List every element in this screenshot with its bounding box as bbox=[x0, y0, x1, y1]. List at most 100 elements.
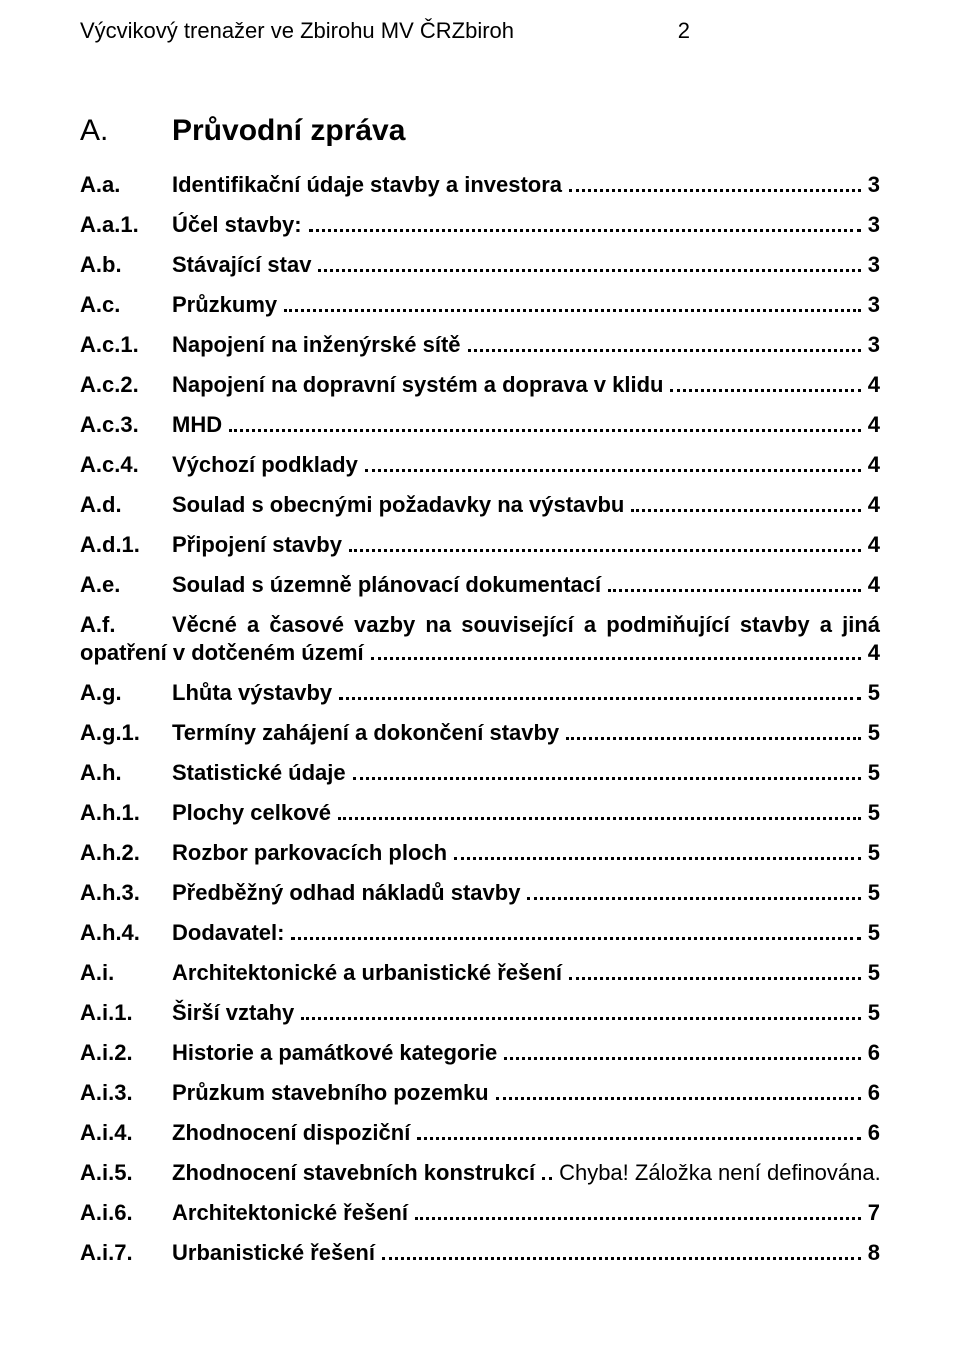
toc-label: opatření v dotčeném území bbox=[80, 642, 364, 664]
toc-entry-line1: A.f.Věcné a časové vazby na související … bbox=[80, 614, 880, 636]
toc-label: Architektonické a urbanistické řešení bbox=[172, 962, 562, 984]
toc-label: Zhodnocení dispoziční bbox=[172, 1122, 410, 1144]
toc-label: Statistické údaje bbox=[172, 762, 346, 784]
toc-leader-dots bbox=[415, 1217, 861, 1220]
toc-leader-dots bbox=[229, 429, 861, 432]
toc-number: A.a.1. bbox=[80, 214, 172, 236]
toc-label: Identifikační údaje stavby a investora bbox=[172, 174, 562, 196]
toc-label: Širší vztahy bbox=[172, 1002, 294, 1024]
toc-leader-dots bbox=[353, 777, 861, 780]
toc-page: 3 bbox=[868, 174, 880, 196]
toc-entry: A.i.5.Zhodnocení stavebních konstrukcí Ch… bbox=[80, 1162, 880, 1184]
toc-page: 5 bbox=[868, 682, 880, 704]
toc-entry: A.a.Identifikační údaje stavby a investo… bbox=[80, 174, 880, 196]
toc-page: 5 bbox=[868, 722, 880, 744]
toc-page: 4 bbox=[868, 534, 880, 556]
toc-number: A.i.5. bbox=[80, 1162, 172, 1184]
toc-number: A.c.4. bbox=[80, 454, 172, 476]
toc-leader-dots bbox=[309, 229, 861, 232]
main-heading-text: Průvodní zpráva bbox=[172, 114, 405, 148]
page-header: Výcvikový trenažer ve Zbirohu MV ČRZbiro… bbox=[80, 18, 880, 44]
toc-entry: A.e.Soulad s územně plánovací dokumentac… bbox=[80, 574, 880, 596]
toc-label: Předběžný odhad nákladů stavby bbox=[172, 882, 520, 904]
toc-leader-dots bbox=[496, 1097, 861, 1100]
toc-number: A.i.6. bbox=[80, 1202, 172, 1224]
toc-number: A.i.3. bbox=[80, 1082, 172, 1104]
toc-number: A.f. bbox=[80, 614, 172, 636]
toc-page: 4 bbox=[868, 374, 880, 396]
toc-number: A.d.1. bbox=[80, 534, 172, 556]
toc-page: 5 bbox=[868, 962, 880, 984]
toc-leader-dots bbox=[670, 389, 860, 392]
toc-entry: A.h.4.Dodavatel: 5 bbox=[80, 922, 880, 944]
toc-label: Průzkumy bbox=[172, 294, 277, 316]
toc-page: 6 bbox=[868, 1122, 880, 1144]
toc-page: 5 bbox=[868, 1002, 880, 1024]
toc-entry: A.i.4.Zhodnocení dispoziční 6 bbox=[80, 1122, 880, 1144]
header-page-number: 2 bbox=[678, 18, 690, 44]
toc-entry: A.g.Lhůta výstavby 5 bbox=[80, 682, 880, 704]
toc-leader-dots bbox=[608, 589, 861, 592]
toc-page: 4 bbox=[868, 574, 880, 596]
toc-entry: A.h.3.Předběžný odhad nákladů stavby5 bbox=[80, 882, 880, 904]
toc-label: Architektonické řešení bbox=[172, 1202, 408, 1224]
toc-page: 5 bbox=[868, 762, 880, 784]
toc-page: 4 bbox=[868, 454, 880, 476]
toc-entry: A.c.2.Napojení na dopravní systém a dopr… bbox=[80, 374, 880, 396]
toc-label: Průzkum stavebního pozemku bbox=[172, 1082, 489, 1104]
toc-entry: A.c.3.MHD4 bbox=[80, 414, 880, 436]
toc-page: 7 bbox=[868, 1202, 880, 1224]
toc-number: A.a. bbox=[80, 174, 172, 196]
toc-page: 6 bbox=[868, 1082, 880, 1104]
toc-label: Lhůta výstavby bbox=[172, 682, 332, 704]
toc-number: A.h. bbox=[80, 762, 172, 784]
toc-leader-dots bbox=[527, 897, 860, 900]
toc-entry: A.h.2.Rozbor parkovacích ploch5 bbox=[80, 842, 880, 864]
toc-number: A.c.1. bbox=[80, 334, 172, 356]
toc-page: 8 bbox=[868, 1242, 880, 1264]
toc-number: A.g. bbox=[80, 682, 172, 704]
toc-leader-dots bbox=[454, 857, 861, 860]
toc-number: A.h.2. bbox=[80, 842, 172, 864]
toc-leader-dots bbox=[566, 737, 861, 740]
toc-label: Účel stavby: bbox=[172, 214, 302, 236]
toc-leader-dots bbox=[318, 269, 860, 272]
toc-number: A.c.3. bbox=[80, 414, 172, 436]
toc-label: Plochy celkové bbox=[172, 802, 331, 824]
toc-label: Stávající stav bbox=[172, 254, 311, 276]
toc-entry: A.i.7.Urbanistické řešení8 bbox=[80, 1242, 880, 1264]
toc-page: 3 bbox=[868, 214, 880, 236]
toc-leader-dots bbox=[542, 1177, 552, 1180]
toc-label: Soulad s územně plánovací dokumentací bbox=[172, 574, 601, 596]
toc-number: A.i.2. bbox=[80, 1042, 172, 1064]
toc-number: A.i.7. bbox=[80, 1242, 172, 1264]
toc-entry: A.f.Věcné a časové vazby na související … bbox=[80, 614, 880, 664]
toc-entry: A.g.1.Termíny zahájení a dokončení stavb… bbox=[80, 722, 880, 744]
main-heading-number: A. bbox=[80, 114, 172, 148]
toc-label: Napojení na inženýrské sítě bbox=[172, 334, 461, 356]
toc-label: Připojení stavby bbox=[172, 534, 342, 556]
toc-entry: A.c.Průzkumy3 bbox=[80, 294, 880, 316]
toc-leader-dots bbox=[504, 1057, 861, 1060]
toc-entry: A.d.1.Připojení stavby 4 bbox=[80, 534, 880, 556]
toc-leader-dots bbox=[349, 549, 861, 552]
toc-number: A.i.4. bbox=[80, 1122, 172, 1144]
toc-leader-dots bbox=[339, 697, 861, 700]
toc-number: A.h.3. bbox=[80, 882, 172, 904]
toc-number: A.h.4. bbox=[80, 922, 172, 944]
toc-leader-dots bbox=[301, 1017, 860, 1020]
toc-entry: A.b.Stávající stav3 bbox=[80, 254, 880, 276]
toc-leader-dots bbox=[365, 469, 861, 472]
toc-label: Zhodnocení stavebních konstrukcí bbox=[172, 1162, 535, 1184]
toc-leader-dots bbox=[371, 657, 861, 660]
toc-label: Dodavatel: bbox=[172, 922, 284, 944]
toc-entry: A.h.Statistické údaje 5 bbox=[80, 762, 880, 784]
toc-number: A.d. bbox=[80, 494, 172, 516]
toc-page: 5 bbox=[868, 922, 880, 944]
toc-entry: A.c.1.Napojení na inženýrské sítě3 bbox=[80, 334, 880, 356]
toc-entry: A.c.4.Výchozí podklady4 bbox=[80, 454, 880, 476]
toc-leader-dots bbox=[569, 977, 861, 980]
toc-entry: A.i.Architektonické a urbanistické řešen… bbox=[80, 962, 880, 984]
toc-page: Chyba! Záložka není definována. bbox=[559, 1162, 881, 1184]
toc-number: A.h.1. bbox=[80, 802, 172, 824]
